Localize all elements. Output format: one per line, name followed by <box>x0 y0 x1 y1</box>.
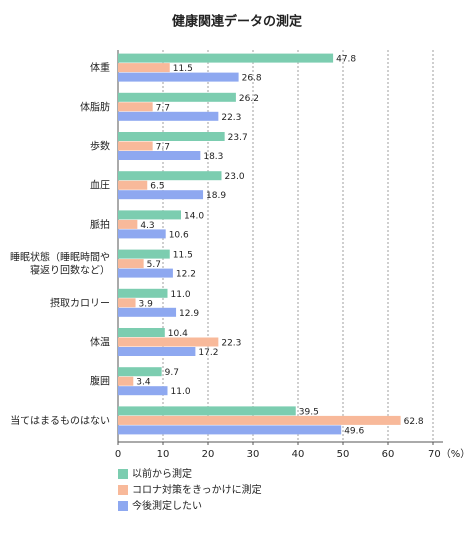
x-tick-label: 40 <box>292 449 305 460</box>
bar <box>118 268 173 278</box>
bar <box>118 229 166 239</box>
y-tick-label: 体温 <box>90 337 110 349</box>
x-tick-label: 50 <box>337 449 350 460</box>
value-label: 47.8 <box>336 55 356 65</box>
value-label: 22.3 <box>221 113 241 123</box>
y-tick-label: 摂取カロリー <box>50 296 110 309</box>
bar <box>118 288 168 298</box>
bar <box>118 190 204 200</box>
bar <box>118 151 201 160</box>
value-label: 9.7 <box>165 368 179 378</box>
bar <box>118 92 236 102</box>
x-tick-label: 20 <box>202 449 215 460</box>
value-label: 10.6 <box>169 230 189 240</box>
bar <box>118 415 401 425</box>
bar <box>118 367 162 377</box>
bar <box>118 72 239 82</box>
value-label: 7.7 <box>156 143 170 153</box>
value-label: 22.3 <box>221 339 241 349</box>
y-tick-label: 体脂肪 <box>80 100 110 113</box>
legend-swatch <box>118 501 128 511</box>
value-label: 12.2 <box>176 270 196 280</box>
value-label: 12.9 <box>179 309 199 319</box>
value-label: 14.0 <box>184 211 204 221</box>
value-label: 62.8 <box>404 417 424 427</box>
y-tick-label: 睡眠状態（睡眠時間や寝返り回数など） <box>10 251 110 277</box>
x-tick-label: 30 <box>247 449 260 460</box>
value-label: 26.2 <box>239 94 259 104</box>
legend-swatch <box>118 469 128 479</box>
bar <box>118 337 219 347</box>
y-tick-label: 血圧 <box>90 179 110 192</box>
legend-swatch <box>118 485 128 495</box>
chart-title: 健康関連データの測定 <box>172 14 302 30</box>
value-label: 23.0 <box>225 172 245 182</box>
bar <box>118 171 222 181</box>
x-tick-label: 60 <box>382 449 395 460</box>
value-label: 39.5 <box>299 407 319 417</box>
legend-label: コロナ対策をきっかけに測定 <box>132 483 262 496</box>
value-label: 18.3 <box>203 152 223 162</box>
x-tick-label: 10 <box>157 449 170 460</box>
bar <box>118 425 342 435</box>
bar <box>118 141 153 151</box>
value-label: 11.5 <box>173 64 193 74</box>
legend-label: 以前から測定 <box>132 467 192 480</box>
bar <box>118 180 148 190</box>
value-label: 4.3 <box>140 221 154 231</box>
value-label: 26.8 <box>242 74 262 84</box>
y-tick-label: 腹囲 <box>90 375 110 388</box>
bar <box>118 63 170 73</box>
value-label: 7.7 <box>156 103 170 113</box>
value-label: 11.5 <box>173 251 193 261</box>
bar <box>118 210 181 220</box>
x-tick-label: 70（%） <box>428 448 470 460</box>
y-tick-label: 当てはまるものはない <box>10 414 110 427</box>
bar <box>118 102 153 112</box>
bar <box>118 53 334 63</box>
bar <box>118 347 196 356</box>
value-label: 18.9 <box>206 191 226 201</box>
y-tick-label: 体重 <box>90 61 110 74</box>
y-tick-label: 歩数 <box>90 140 110 153</box>
bar <box>118 219 138 229</box>
x-tick-label: 0 <box>115 449 121 460</box>
value-label: 5.7 <box>147 260 161 270</box>
value-label: 11.0 <box>171 290 191 300</box>
value-label: 10.4 <box>168 329 188 339</box>
bar <box>118 386 168 396</box>
bar <box>118 249 170 259</box>
bar <box>118 376 134 386</box>
value-label: 11.0 <box>171 387 191 397</box>
value-label: 23.7 <box>228 133 248 143</box>
bar <box>118 298 136 308</box>
bar <box>118 132 225 141</box>
value-label: 49.6 <box>344 426 364 436</box>
bar <box>118 307 177 317</box>
value-label: 17.2 <box>198 348 218 358</box>
value-label: 6.5 <box>150 182 164 192</box>
value-label: 3.4 <box>136 378 151 388</box>
value-label: 3.9 <box>139 299 154 309</box>
legend-label: 今後測定したい <box>132 499 202 512</box>
bar <box>118 259 144 269</box>
y-tick-label: 脈拍 <box>90 218 110 231</box>
bar <box>118 406 296 416</box>
bar <box>118 111 219 121</box>
bar <box>118 328 165 337</box>
